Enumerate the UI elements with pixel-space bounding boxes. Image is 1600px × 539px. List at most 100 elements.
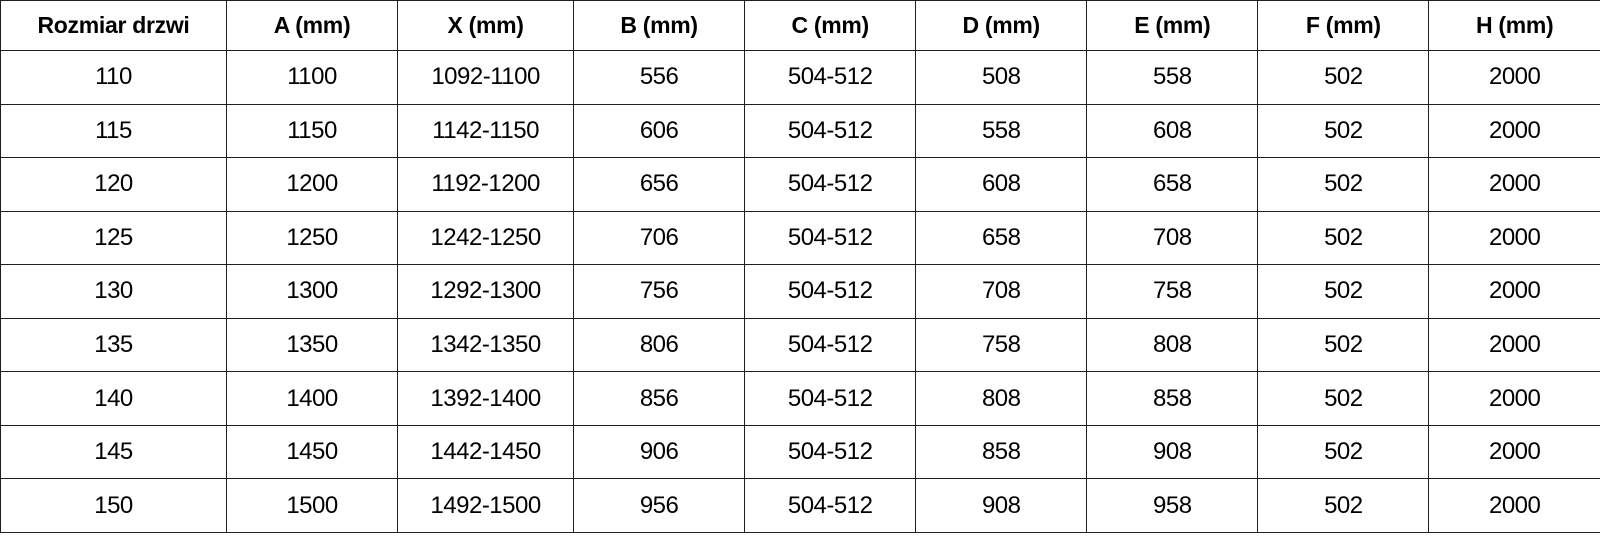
table-row: 145 1450 1442-1450 906 504-512 858 908 502 2000 bbox=[0, 424, 1600, 480]
column-header: X (mm) bbox=[397, 0, 575, 51]
table-cell: 504-512 bbox=[744, 264, 917, 319]
table-cell: 1450 bbox=[225, 424, 399, 480]
table-cell: 2000 bbox=[1428, 478, 1600, 533]
column-header: C (mm) bbox=[744, 0, 917, 51]
table-cell: 808 bbox=[1086, 317, 1259, 373]
table-header: Rozmiar drzwi A (mm) X (mm) B (mm) C (mm) D (… bbox=[0, 0, 1600, 51]
table-cell: 708 bbox=[915, 264, 1088, 319]
table-row: 135 1350 1342-1350 806 504-512 758 808 502 2000 bbox=[0, 317, 1600, 373]
table-cell: 956 bbox=[573, 478, 746, 533]
table-cell: 135 bbox=[0, 317, 227, 373]
table-cell: 502 bbox=[1257, 103, 1430, 159]
table-row: 115 1150 1142-1150 606 504-512 558 608 502 2000 bbox=[0, 103, 1600, 159]
table-row: 110 1100 1092-1100 556 504-512 508 558 502 2000 bbox=[0, 50, 1600, 105]
table-cell: 706 bbox=[573, 210, 746, 266]
table-cell: 856 bbox=[573, 371, 746, 426]
table-cell: 115 bbox=[0, 103, 227, 159]
table-cell: 120 bbox=[0, 157, 227, 212]
table-cell: 758 bbox=[1086, 264, 1259, 319]
table-cell: 1150 bbox=[225, 103, 399, 159]
table-cell: 556 bbox=[573, 50, 746, 105]
table-cell: 658 bbox=[915, 210, 1088, 266]
table-cell: 708 bbox=[1086, 210, 1259, 266]
table-cell: 2000 bbox=[1428, 157, 1600, 212]
table-cell: 1092-1100 bbox=[397, 50, 575, 105]
table-cell: 2000 bbox=[1428, 50, 1600, 105]
table-row: 140 1400 1392-1400 856 504-512 808 858 502 2000 bbox=[0, 371, 1600, 426]
table-cell: 502 bbox=[1257, 371, 1430, 426]
table-cell: 504-512 bbox=[744, 424, 917, 480]
table-cell: 1100 bbox=[225, 50, 399, 105]
table-row: 130 1300 1292-1300 756 504-512 708 758 502 2000 bbox=[0, 264, 1600, 319]
column-header: A (mm) bbox=[225, 0, 399, 51]
table-cell: 1342-1350 bbox=[397, 317, 575, 373]
table-cell: 558 bbox=[1086, 50, 1259, 105]
table-row: 120 1200 1192-1200 656 504-512 608 658 502 2000 bbox=[0, 157, 1600, 212]
header-row: Rozmiar drzwi A (mm) X (mm) B (mm) C (mm) D (… bbox=[0, 0, 1600, 51]
table-cell: 658 bbox=[1086, 157, 1259, 212]
table-cell: 1142-1150 bbox=[397, 103, 575, 159]
table-row: 125 1250 1242-1250 706 504-512 658 708 502 2000 bbox=[0, 210, 1600, 266]
table-body: 110 1100 1092-1100 556 504-512 508 558 502 2000 1… bbox=[0, 50, 1600, 533]
table-cell: 758 bbox=[915, 317, 1088, 373]
table-cell: 504-512 bbox=[744, 317, 917, 373]
table-cell: 150 bbox=[0, 478, 227, 533]
table-cell: 2000 bbox=[1428, 371, 1600, 426]
table-cell: 504-512 bbox=[744, 371, 917, 426]
table-cell: 502 bbox=[1257, 157, 1430, 212]
table-cell: 1192-1200 bbox=[397, 157, 575, 212]
table-cell: 808 bbox=[915, 371, 1088, 426]
table-cell: 130 bbox=[0, 264, 227, 319]
table-cell: 502 bbox=[1257, 210, 1430, 266]
column-header: D (mm) bbox=[915, 0, 1088, 51]
table-cell: 806 bbox=[573, 317, 746, 373]
table-cell: 1442-1450 bbox=[397, 424, 575, 480]
column-header: Rozmiar drzwi bbox=[0, 0, 227, 51]
column-header: E (mm) bbox=[1086, 0, 1259, 51]
table-cell: 608 bbox=[915, 157, 1088, 212]
table-cell: 2000 bbox=[1428, 424, 1600, 480]
table-cell: 125 bbox=[0, 210, 227, 266]
table-cell: 110 bbox=[0, 50, 227, 105]
table-cell: 1250 bbox=[225, 210, 399, 266]
table-cell: 504-512 bbox=[744, 478, 917, 533]
table-cell: 1392-1400 bbox=[397, 371, 575, 426]
table-cell: 656 bbox=[573, 157, 746, 212]
column-header: B (mm) bbox=[573, 0, 746, 51]
table-cell: 2000 bbox=[1428, 264, 1600, 319]
table-cell: 1300 bbox=[225, 264, 399, 319]
table-cell: 504-512 bbox=[744, 157, 917, 212]
table-cell: 858 bbox=[915, 424, 1088, 480]
table-cell: 1500 bbox=[225, 478, 399, 533]
table-cell: 504-512 bbox=[744, 210, 917, 266]
table-cell: 606 bbox=[573, 103, 746, 159]
table-cell: 908 bbox=[1086, 424, 1259, 480]
table-cell: 2000 bbox=[1428, 210, 1600, 266]
column-header: F (mm) bbox=[1257, 0, 1430, 51]
table-cell: 1400 bbox=[225, 371, 399, 426]
table-row: 150 1500 1492-1500 956 504-512 908 958 502 2000 bbox=[0, 478, 1600, 533]
table-cell: 558 bbox=[915, 103, 1088, 159]
table-cell: 958 bbox=[1086, 478, 1259, 533]
table-cell: 906 bbox=[573, 424, 746, 480]
column-header: H (mm) bbox=[1428, 0, 1600, 51]
table-cell: 502 bbox=[1257, 264, 1430, 319]
table-cell: 502 bbox=[1257, 478, 1430, 533]
table-cell: 1492-1500 bbox=[397, 478, 575, 533]
table-cell: 2000 bbox=[1428, 103, 1600, 159]
table-cell: 2000 bbox=[1428, 317, 1600, 373]
table-cell: 502 bbox=[1257, 424, 1430, 480]
table-cell: 608 bbox=[1086, 103, 1259, 159]
table-cell: 504-512 bbox=[744, 50, 917, 105]
table-cell: 1350 bbox=[225, 317, 399, 373]
table-cell: 756 bbox=[573, 264, 746, 319]
table-cell: 508 bbox=[915, 50, 1088, 105]
table-cell: 140 bbox=[0, 371, 227, 426]
table-cell: 502 bbox=[1257, 50, 1430, 105]
table-cell: 1200 bbox=[225, 157, 399, 212]
table-cell: 908 bbox=[915, 478, 1088, 533]
table-cell: 145 bbox=[0, 424, 227, 480]
table-cell: 858 bbox=[1086, 371, 1259, 426]
table-cell: 1242-1250 bbox=[397, 210, 575, 266]
